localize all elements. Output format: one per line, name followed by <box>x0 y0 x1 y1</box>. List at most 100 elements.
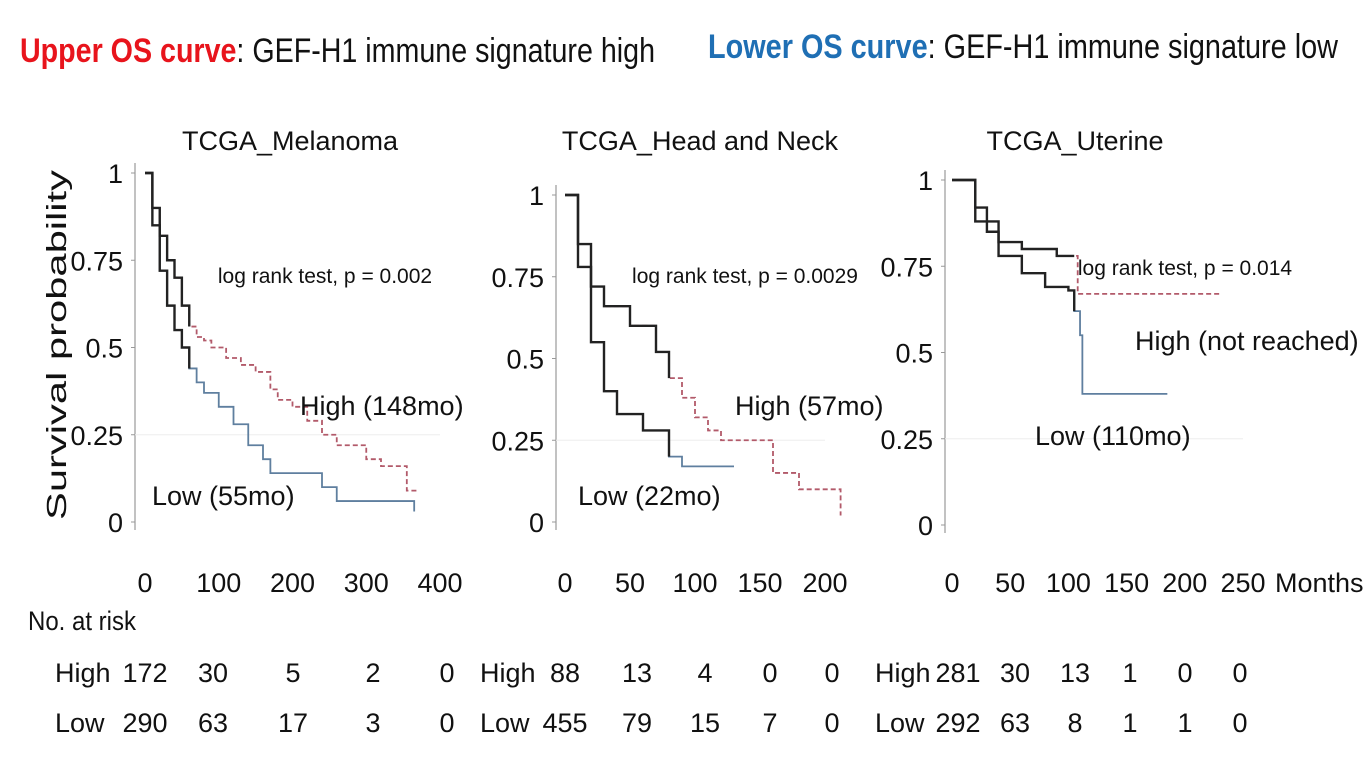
risk-value: 281 <box>935 658 980 688</box>
risk-value: 5 <box>285 658 300 688</box>
upper-curve-label: Upper OS curve <box>20 32 236 70</box>
low-curve-label: Low (55mo) <box>152 481 295 511</box>
censor-marks <box>952 178 1076 312</box>
legend-header: Upper OS curve: GEF-H1 immune signature … <box>20 32 655 70</box>
risk-value: 2 <box>365 658 380 688</box>
y-tick-label: 0.5 <box>85 334 123 364</box>
risk-value: 15 <box>690 708 720 738</box>
y-axis-label: Survival probability <box>41 170 72 520</box>
risk-table-title: No. at risk <box>28 606 136 636</box>
risk-value: 292 <box>935 708 980 738</box>
risk-value: 7 <box>762 708 777 738</box>
risk-value: 0 <box>1177 658 1192 688</box>
risk-value: 3 <box>365 708 380 738</box>
panel-title: TCGA_Uterine <box>986 126 1163 156</box>
x-tick-label: 100 <box>1046 568 1091 598</box>
risk-row-label: High <box>875 658 931 688</box>
upper-curve-text: : GEF-H1 immune signature high <box>236 32 655 70</box>
risk-value: 63 <box>1000 708 1030 738</box>
x-unit-label: Months <box>1275 568 1364 598</box>
risk-value: 13 <box>1060 658 1090 688</box>
x-tick-label: 200 <box>1162 568 1207 598</box>
low-curve-label: Low (22mo) <box>578 481 721 511</box>
risk-value: 79 <box>622 708 652 738</box>
lower-curve-text: : GEF-H1 immune signature low <box>928 28 1339 66</box>
risk-value: 0 <box>762 658 777 688</box>
risk-value: 290 <box>122 708 167 738</box>
high-survival-curve <box>145 172 418 492</box>
risk-value: 1 <box>1122 708 1137 738</box>
x-tick-label: 200 <box>270 568 315 598</box>
risk-value: 88 <box>550 658 580 688</box>
risk-value: 4 <box>697 658 712 688</box>
risk-value: 0 <box>824 658 839 688</box>
y-tick-label: 0 <box>108 508 123 538</box>
x-tick-label: 50 <box>995 568 1025 598</box>
x-tick-label: 400 <box>417 568 462 598</box>
logrank-annotation: log rank test, p = 0.002 <box>218 265 432 288</box>
legend-header-lower: Lower OS curve: GEF-H1 immune signature … <box>708 28 1338 66</box>
y-tick-label: 0 <box>529 508 544 538</box>
censor-marks <box>565 193 671 457</box>
risk-value: 13 <box>622 658 652 688</box>
risk-value: 0 <box>1232 658 1247 688</box>
logrank-annotation: log rank test, p = 0.014 <box>1078 257 1293 280</box>
risk-value: 0 <box>824 708 839 738</box>
x-tick-label: 200 <box>802 568 847 598</box>
x-tick-label: 150 <box>737 568 782 598</box>
panel-title: TCGA_Melanoma <box>182 126 399 156</box>
x-tick-label: 0 <box>137 568 152 598</box>
x-tick-label: 250 <box>1220 568 1265 598</box>
high-curve-label: High (148mo) <box>300 391 464 421</box>
risk-value: 0 <box>439 708 454 738</box>
y-tick-label: 0.25 <box>70 421 123 451</box>
risk-value: 455 <box>542 708 587 738</box>
x-tick-label: 0 <box>944 568 959 598</box>
y-tick-label: 0.25 <box>491 426 544 456</box>
panel-title: TCGA_Head and Neck <box>562 126 839 156</box>
x-tick-label: 0 <box>557 568 572 598</box>
y-tick-label: 0.75 <box>491 263 544 293</box>
risk-value: 30 <box>198 658 228 688</box>
high-curve-label: High (57mo) <box>735 391 884 421</box>
y-tick-label: 0.5 <box>895 339 933 369</box>
low-curve-label: Low (110mo) <box>1035 421 1191 451</box>
y-tick-label: 0.5 <box>506 345 544 375</box>
logrank-annotation: log rank test, p = 0.0029 <box>632 265 858 288</box>
risk-value: 0 <box>1232 708 1247 738</box>
risk-row-label: Low <box>875 708 925 738</box>
y-tick-label: 0.25 <box>880 425 933 455</box>
high-curve-label: High (not reached) <box>1135 326 1359 356</box>
risk-value: 8 <box>1067 708 1082 738</box>
risk-value: 30 <box>1000 658 1030 688</box>
high-survival-curve <box>565 194 842 516</box>
risk-value: 1 <box>1177 708 1192 738</box>
risk-value: 17 <box>278 708 308 738</box>
risk-row-label: Low <box>480 708 530 738</box>
x-tick-label: 100 <box>196 568 241 598</box>
risk-value: 172 <box>122 658 167 688</box>
y-tick-label: 1 <box>529 181 544 211</box>
risk-row-label: High <box>55 658 111 688</box>
y-tick-label: 0.75 <box>70 246 123 276</box>
censor-marks <box>952 178 1075 258</box>
x-tick-label: 300 <box>344 568 389 598</box>
y-tick-label: 1 <box>918 166 933 196</box>
risk-value: 0 <box>439 658 454 688</box>
x-tick-label: 50 <box>615 568 645 598</box>
lower-curve-label: Lower OS curve <box>708 28 928 66</box>
y-tick-label: 1 <box>108 159 123 189</box>
x-tick-label: 150 <box>1104 568 1149 598</box>
censor-marks <box>145 171 191 369</box>
y-tick-label: 0.75 <box>880 252 933 282</box>
x-tick-label: 100 <box>672 568 717 598</box>
risk-row-label: High <box>480 658 536 688</box>
y-tick-label: 0 <box>918 511 933 541</box>
risk-value: 1 <box>1122 658 1137 688</box>
risk-row-label: Low <box>55 708 105 738</box>
risk-value: 63 <box>198 708 228 738</box>
